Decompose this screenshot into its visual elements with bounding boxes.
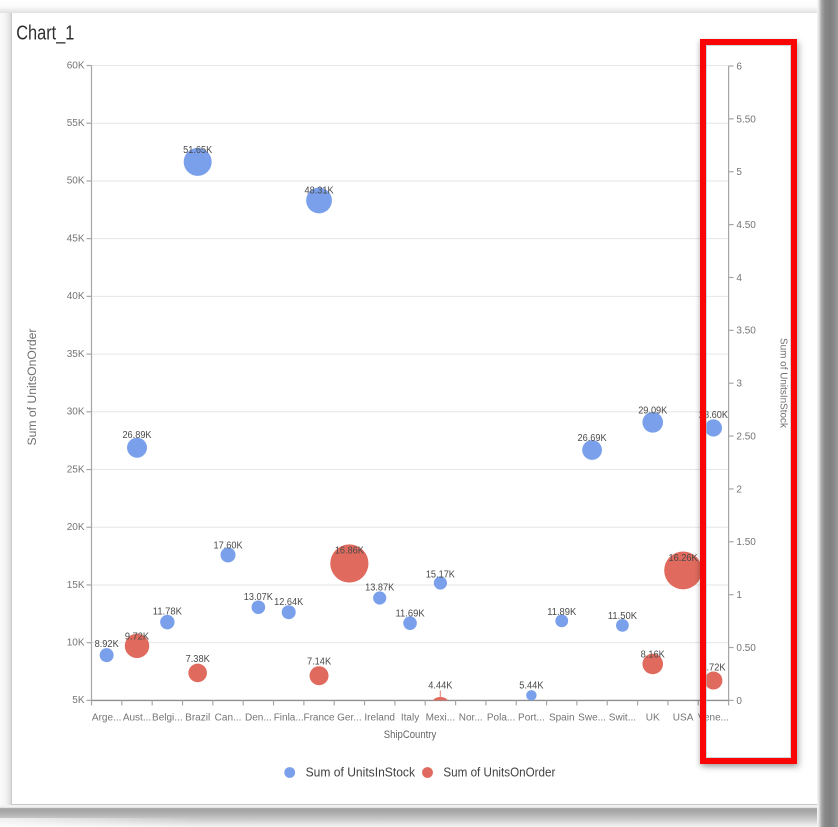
- svg-text:Belgi...: Belgi...: [152, 712, 183, 723]
- svg-text:0: 0: [736, 696, 742, 707]
- svg-text:17.60K: 17.60K: [213, 541, 242, 552]
- svg-text:16.26K: 16.26K: [669, 553, 698, 564]
- svg-text:7.38K: 7.38K: [186, 654, 210, 665]
- svg-text:15.17K: 15.17K: [426, 569, 455, 580]
- svg-text:12.64K: 12.64K: [274, 597, 303, 608]
- svg-text:5.44K: 5.44K: [519, 681, 543, 692]
- svg-text:6.72K: 6.72K: [701, 662, 725, 673]
- svg-text:16.86K: 16.86K: [335, 546, 364, 557]
- svg-text:51.65K: 51.65K: [183, 145, 212, 156]
- svg-text:9.72K: 9.72K: [125, 631, 149, 642]
- svg-text:Sum of UnitsOnOrder: Sum of UnitsOnOrder: [27, 328, 39, 445]
- svg-text:8.92K: 8.92K: [95, 639, 119, 650]
- svg-text:Brazil: Brazil: [185, 712, 210, 723]
- svg-text:28.60K: 28.60K: [699, 410, 728, 421]
- svg-text:Finla...: Finla...: [274, 712, 304, 723]
- svg-text:13.87K: 13.87K: [365, 582, 394, 593]
- svg-text:Den...: Den...: [245, 712, 272, 723]
- svg-text:Italy: Italy: [401, 712, 419, 723]
- svg-text:Port...: Port...: [518, 712, 545, 723]
- svg-text:5.50: 5.50: [736, 114, 756, 125]
- svg-text:48.31K: 48.31K: [304, 186, 333, 197]
- svg-text:10K: 10K: [67, 637, 85, 648]
- svg-text:13.07K: 13.07K: [244, 592, 273, 603]
- svg-text:55K: 55K: [67, 118, 85, 129]
- svg-text:4: 4: [736, 273, 742, 284]
- svg-text:5K: 5K: [72, 695, 85, 706]
- svg-text:15K: 15K: [67, 580, 85, 591]
- svg-text:30K: 30K: [67, 407, 85, 418]
- svg-text:Pola...: Pola...: [487, 712, 515, 723]
- svg-text:11.89K: 11.89K: [547, 607, 576, 618]
- svg-text:3.50: 3.50: [736, 326, 756, 337]
- svg-text:Aust...: Aust...: [123, 712, 151, 723]
- svg-text:Mexi...: Mexi...: [426, 712, 455, 723]
- svg-text:11.50K: 11.50K: [608, 611, 637, 622]
- svg-text:0.50: 0.50: [736, 643, 756, 654]
- svg-text:Sum of UnitsOnOrder: Sum of UnitsOnOrder: [443, 766, 555, 780]
- svg-text:Ger...: Ger...: [337, 712, 361, 723]
- svg-text:Swit...: Swit...: [609, 712, 636, 723]
- svg-text:45K: 45K: [67, 233, 85, 244]
- svg-text:ShipCountry: ShipCountry: [384, 729, 437, 741]
- svg-text:1: 1: [736, 590, 742, 601]
- svg-text:3: 3: [736, 379, 742, 390]
- svg-text:29.09K: 29.09K: [638, 405, 667, 416]
- svg-text:7.14K: 7.14K: [307, 657, 331, 668]
- svg-text:11.78K: 11.78K: [153, 607, 182, 618]
- svg-text:France: France: [303, 712, 335, 723]
- svg-text:2.50: 2.50: [736, 431, 756, 442]
- svg-text:40K: 40K: [67, 291, 85, 302]
- svg-text:4.50: 4.50: [736, 220, 756, 231]
- svg-text:25K: 25K: [67, 464, 85, 475]
- svg-text:UK: UK: [646, 712, 660, 723]
- svg-text:Arge...: Arge...: [92, 712, 121, 723]
- svg-text:Sum of UnitsInStock: Sum of UnitsInStock: [778, 338, 789, 429]
- svg-text:6: 6: [736, 61, 742, 72]
- svg-text:Chart_1: Chart_1: [16, 22, 74, 44]
- svg-text:26.69K: 26.69K: [578, 433, 607, 444]
- svg-text:Vene...: Vene...: [698, 712, 729, 723]
- svg-text:26.89K: 26.89K: [122, 430, 151, 441]
- svg-text:5: 5: [736, 167, 742, 178]
- svg-text:35K: 35K: [67, 349, 85, 360]
- svg-text:USA: USA: [673, 712, 694, 723]
- svg-text:Ireland: Ireland: [364, 712, 395, 723]
- svg-text:4.44K: 4.44K: [428, 681, 452, 692]
- svg-text:2: 2: [736, 484, 742, 495]
- svg-text:8.16K: 8.16K: [641, 650, 665, 661]
- svg-text:Spain: Spain: [549, 712, 575, 723]
- svg-text:60K: 60K: [67, 60, 85, 71]
- svg-text:Swe...: Swe...: [578, 712, 606, 723]
- svg-text:20K: 20K: [67, 522, 85, 533]
- svg-text:Can...: Can...: [215, 712, 242, 723]
- svg-text:11.69K: 11.69K: [396, 609, 425, 620]
- svg-text:Sum of UnitsInStock: Sum of UnitsInStock: [306, 766, 416, 780]
- svg-text:50K: 50K: [67, 176, 85, 187]
- svg-text:Nor...: Nor...: [459, 712, 483, 723]
- svg-text:1.50: 1.50: [736, 537, 756, 548]
